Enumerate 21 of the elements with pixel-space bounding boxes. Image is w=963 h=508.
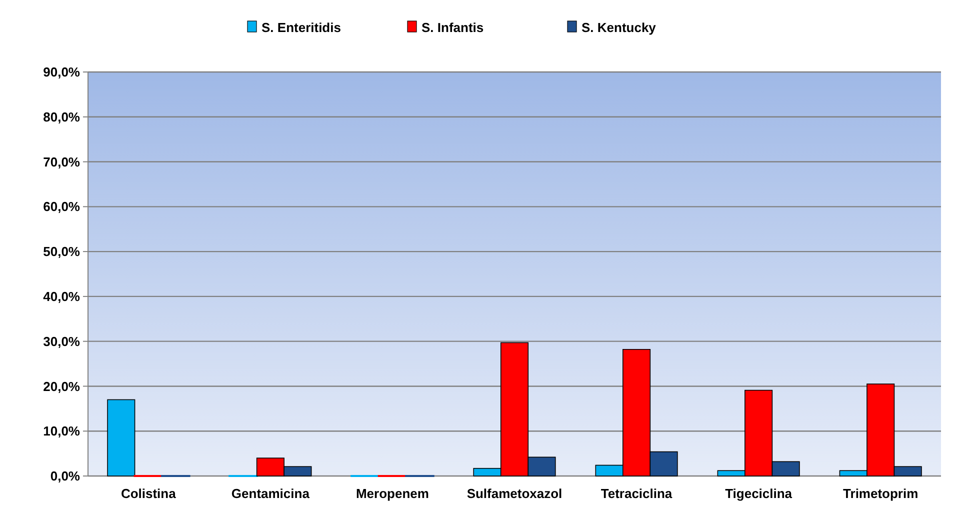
x-tick-label: Tigeciclina <box>725 486 793 501</box>
bar <box>107 399 136 476</box>
x-tick-label: Meropenem <box>356 486 429 501</box>
legend-label: S. Enteritidis <box>262 20 341 35</box>
y-tick-label: 50,0% <box>43 244 80 260</box>
x-tick-label: Tetraciclina <box>600 486 673 501</box>
y-tick-label: 90,0% <box>43 64 80 80</box>
y-tick-label: 30,0% <box>43 334 80 349</box>
x-tick-label: Colistina <box>120 486 177 501</box>
y-tick-label: 20,0% <box>43 378 80 394</box>
y-tick-label: 80,0% <box>43 109 80 124</box>
x-tick-label: Trimetoprim <box>843 486 918 501</box>
y-tick-label: 10,0% <box>43 424 80 439</box>
legend-label: S. Kentucky <box>582 20 657 35</box>
x-tick-label: Gentamicina <box>231 486 310 501</box>
y-tick-label: 70,0% <box>43 154 80 170</box>
y-tick-label: 60,0% <box>43 199 80 214</box>
y-tick-label: 0,0% <box>50 468 80 484</box>
legend-label: S. Infantis <box>422 20 484 35</box>
y-tick-label: 40,0% <box>43 288 80 304</box>
x-tick-label: Sulfametoxazol <box>466 486 562 501</box>
